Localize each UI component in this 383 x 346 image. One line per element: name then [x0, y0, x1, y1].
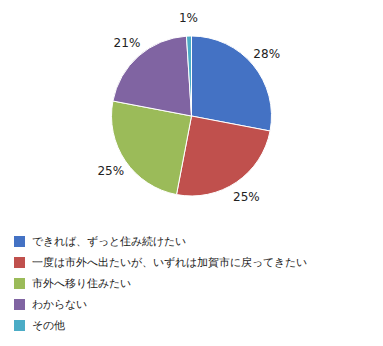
- data-labels: 28% 25% 25% 21% 1%: [97, 11, 280, 203]
- data-label: 25%: [97, 164, 124, 178]
- legend-label: その他: [32, 319, 65, 332]
- chart-container: 28% 25% 25% 21% 1% できれば、ずっと住み続けたい一度は市外へ出たいが、い…: [0, 0, 383, 346]
- legend-swatch: [14, 278, 25, 289]
- chart-svg: 28% 25% 25% 21% 1% できれば、ずっと住み続けたい一度は市外へ出たいが、い…: [0, 0, 383, 346]
- legend-swatch: [14, 299, 25, 310]
- pie-slice: [113, 36, 192, 116]
- legend-label: できれば、ずっと住み続けたい: [32, 235, 186, 248]
- legend: できれば、ずっと住み続けたい一度は市外へ出たいが、いずれは加賀市に戻ってきたい市…: [14, 235, 307, 332]
- legend-label: 一度は市外へ出たいが、いずれは加賀市に戻ってきたい: [32, 256, 307, 269]
- data-label: 28%: [253, 47, 280, 61]
- legend-label: 市外へ移り住みたい: [32, 277, 131, 290]
- pie: [112, 36, 272, 196]
- pie-slice: [186, 36, 191, 116]
- data-label: 1%: [179, 11, 198, 25]
- legend-swatch: [14, 320, 25, 331]
- pie-slice: [112, 101, 192, 195]
- legend-swatch: [14, 236, 25, 247]
- legend-swatch: [14, 257, 25, 268]
- pie-slice: [177, 116, 271, 196]
- data-label: 21%: [114, 36, 141, 50]
- data-label: 25%: [233, 190, 260, 204]
- legend-label: わからない: [32, 298, 87, 311]
